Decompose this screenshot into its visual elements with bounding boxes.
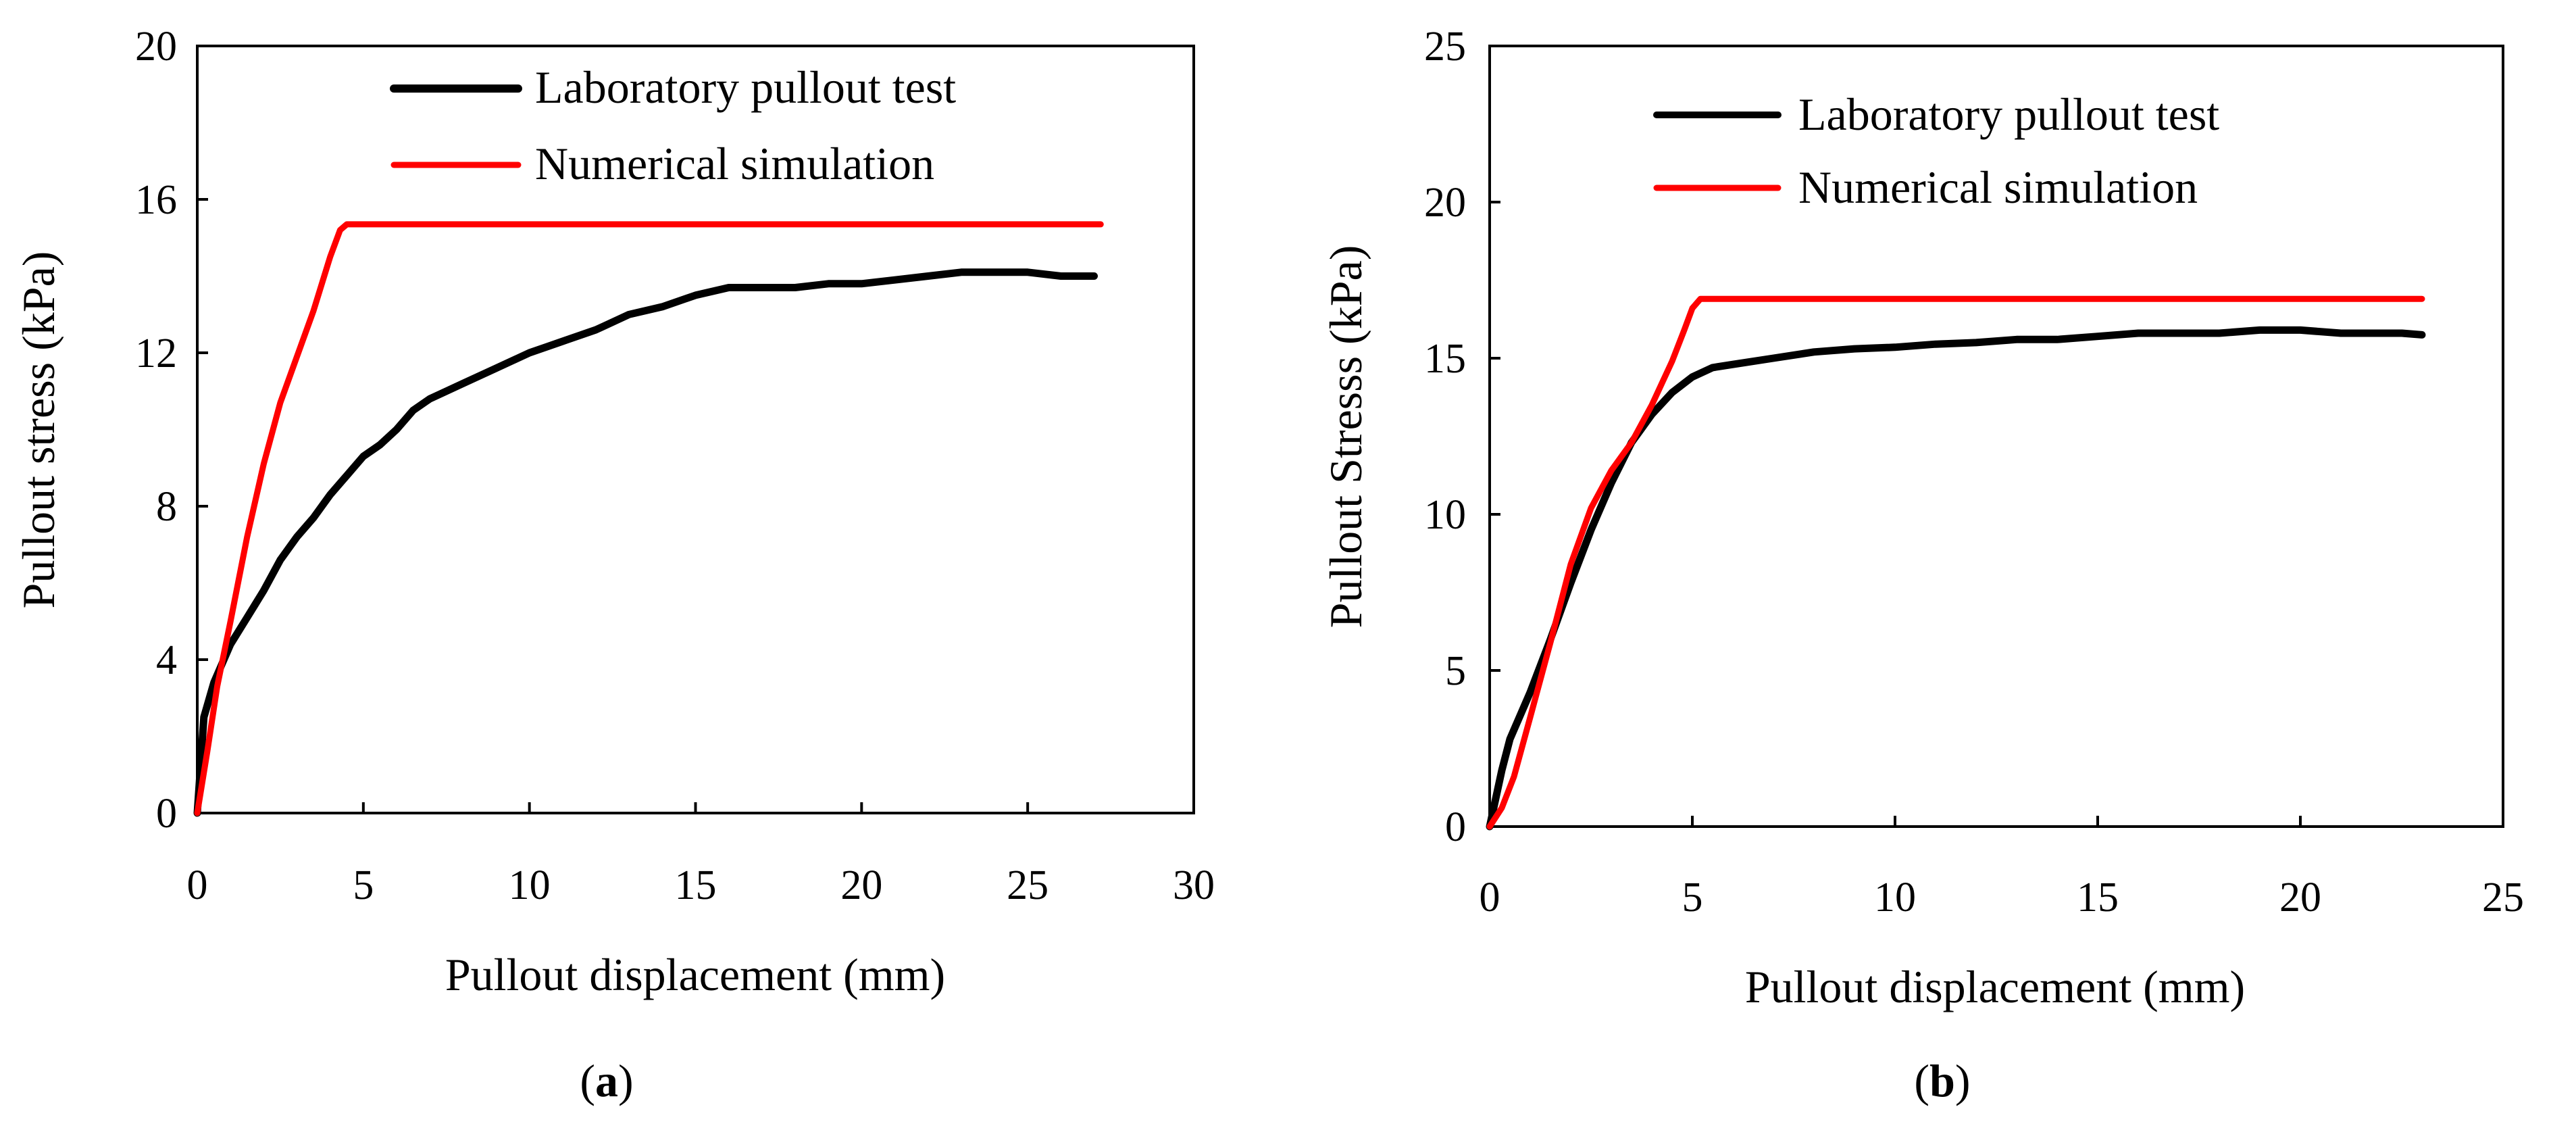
- panel-a-x-tick-label: 10: [509, 862, 551, 908]
- panel-b-y-tick-label: 20: [1424, 180, 1466, 226]
- panel-a-legend-lab-label: Laboratory pullout test: [535, 62, 956, 113]
- panel-a-x-tick-label: 30: [1173, 862, 1215, 908]
- panel-b-legend: Laboratory pullout test Numerical simula…: [1653, 89, 2219, 213]
- panel-a-y-tick-label: 0: [156, 791, 177, 837]
- panel-b-legend-sim-label: Numerical simulation: [1798, 162, 2198, 213]
- panel-a-x-axis-label: Pullout displacement (mm): [445, 949, 945, 1000]
- panel-b-x-tick-label: 5: [1682, 875, 1703, 921]
- panel-b-legend-lab-label: Laboratory pullout test: [1798, 89, 2219, 140]
- panel-b-x-tick-label: 25: [2482, 875, 2524, 921]
- panel-a-x-tick-label: 15: [675, 862, 717, 908]
- panel-a-y-tick-label: 16: [135, 177, 177, 223]
- panel-a-x-tick-label: 25: [1007, 862, 1049, 908]
- panel-a-x-tick-label: 5: [353, 862, 374, 908]
- panel-b-lab-test-line: [1486, 326, 2426, 831]
- panel-b-y-tick-label: 10: [1424, 492, 1466, 538]
- panel-a-y-tick-label: 4: [156, 637, 177, 683]
- panel-a-legend: Laboratory pullout test Numerical simula…: [390, 62, 956, 189]
- panel-b-caption-letter: b: [1929, 1055, 1955, 1106]
- panel-b-y-axis-label: Pullout Stresss (kPa): [1320, 245, 1371, 629]
- panel-b-x-tick-label: 20: [2279, 875, 2321, 921]
- panel-b-y-tick-label: 15: [1424, 336, 1466, 382]
- panel-b-plot-frame: [1488, 45, 2504, 828]
- panel-a-x-tick-label: 0: [187, 862, 208, 908]
- panel-a-legend-sim-label: Numerical simulation: [535, 138, 934, 189]
- panel-b-x-tick-label: 15: [2077, 875, 2119, 921]
- panel-a-caption-close: ): [618, 1055, 634, 1106]
- panel-a-y-axis-label: Pullout stress (kPa): [13, 251, 64, 609]
- panel-a-y-tick-label: 12: [135, 330, 177, 376]
- panel-b-simulation-line: [1486, 295, 2425, 830]
- panel-b-ticks: 0 5 10 15 20 25 0 5 10 15 20 25: [1424, 24, 2524, 921]
- panel-b-caption: (b): [1914, 1055, 1970, 1106]
- panel-a-lab-test-line: [193, 268, 1098, 817]
- panel-b-y-tick-label: 25: [1424, 24, 1466, 70]
- panel-b-caption-open: (: [1914, 1055, 1929, 1106]
- panel-b-caption-close: ): [1955, 1055, 1971, 1106]
- panel-b-x-tick-label: 10: [1874, 875, 1916, 921]
- panel-a-caption-letter: a: [595, 1055, 618, 1106]
- panel-a-ticks: 0 5 10 15 20 25 30 0 4 8 12 16 20: [135, 24, 1215, 908]
- panel-a-chart: 0 5 10 15 20 25 30 0 4 8 12 16 20 Laboratory pullout…: [13, 24, 1215, 1106]
- panel-a-y-tick-label: 8: [156, 484, 177, 530]
- panel-a-caption: (a): [580, 1055, 633, 1106]
- panel-b-y-tick-label: 5: [1445, 648, 1466, 694]
- panel-a-series: [193, 221, 1104, 817]
- panel-a-simulation-line: [194, 221, 1104, 816]
- panel-b-y-tick-label: 0: [1445, 804, 1466, 850]
- panel-b-chart: 0 5 10 15 20 25 0 5 10 15 20 25 Laboratory pullout …: [1320, 24, 2524, 1106]
- panel-b-x-tick-label: 0: [1480, 875, 1500, 921]
- panel-a-caption-open: (: [580, 1055, 595, 1106]
- panel-a-y-tick-label: 20: [135, 24, 177, 70]
- panel-b-series: [1486, 295, 2426, 831]
- panel-b-x-axis-label: Pullout displacement (mm): [1745, 961, 2245, 1012]
- panel-a-x-tick-label: 20: [840, 862, 882, 908]
